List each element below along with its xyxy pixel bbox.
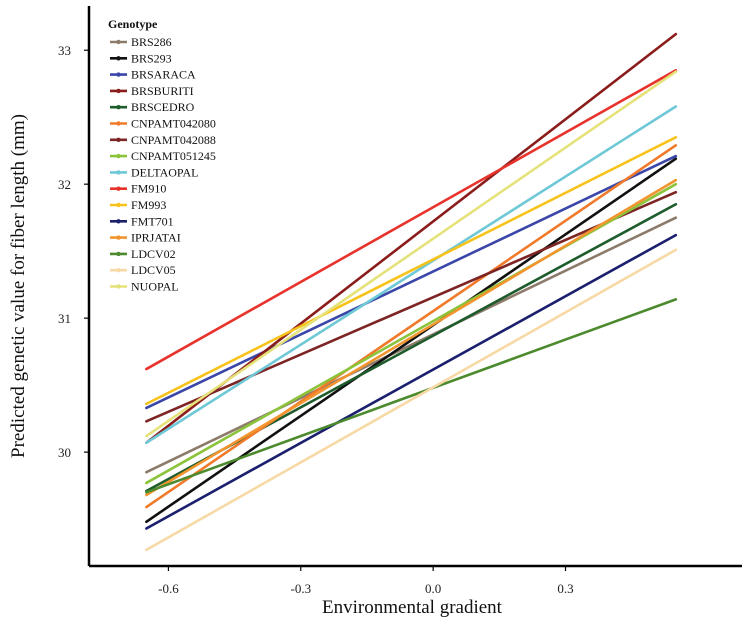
- legend-label: FMT701: [131, 214, 174, 228]
- series-line-brs293: [145, 157, 678, 524]
- legend-swatch-dot: [116, 56, 121, 61]
- legend-label: BRSBURITI: [131, 84, 194, 98]
- x-ticks: -0.6 -0.3 0.0 0.3: [158, 566, 574, 596]
- x-tick-label: 0.0: [425, 581, 441, 596]
- y-axis-title: Predicted genetic value for fiber length…: [8, 114, 29, 458]
- y-tick-label: 30: [58, 445, 71, 460]
- legend-label: BRS293: [131, 51, 172, 65]
- legend-label: LDCV02: [131, 247, 176, 261]
- series-line-iprjatai: [145, 178, 678, 497]
- legend-swatch-dot: [116, 105, 121, 110]
- x-tick-label: 0.3: [557, 581, 573, 596]
- series-line-nuopal: [145, 70, 678, 438]
- legend-swatch-dot: [116, 268, 121, 273]
- series-line-brs286: [145, 216, 678, 474]
- legend-swatch-dot: [116, 219, 121, 224]
- legend-label: CNPAMT042080: [131, 117, 216, 131]
- legend-swatch-dot: [116, 153, 121, 159]
- series-line-fmt701: [145, 233, 678, 530]
- y-tick-label: 32: [58, 177, 71, 192]
- legend-swatch-dot: [116, 186, 121, 191]
- legend-swatch-dot: [116, 235, 121, 240]
- legend-label: DELTAOPAL: [131, 165, 199, 179]
- series-line-fm910: [145, 69, 678, 371]
- series-line-cnpamt042088: [145, 190, 678, 423]
- y-ticks: 30 31 32 33: [58, 43, 89, 460]
- legend-label: FM993: [131, 198, 166, 212]
- x-axis-title: Environmental gradient: [322, 597, 503, 618]
- series-line-ldcv05: [145, 248, 678, 552]
- legend-label: NUOPAL: [131, 280, 179, 294]
- legend: Genotype BRS286 BRS293 BRSARACA BRSBURITI BR…: [108, 17, 216, 294]
- legend-swatch-dot: [116, 39, 121, 45]
- series-line-cnpamt042080: [145, 144, 678, 509]
- legend-swatch-dot: [116, 251, 121, 257]
- legend-label: IPRJATAI: [131, 231, 181, 245]
- x-tick-label: -0.6: [158, 581, 179, 596]
- x-tick-label: -0.3: [290, 581, 311, 596]
- legend-label: FM910: [131, 182, 166, 196]
- legend-label: BRSARACA: [131, 68, 196, 82]
- legend-label: BRS286: [131, 35, 172, 49]
- series-line-deltaopal: [145, 105, 678, 445]
- series-line-brsaraca: [145, 154, 678, 410]
- series-line-fm993: [145, 135, 678, 406]
- series-lines: [145, 32, 678, 552]
- legend-swatch-dot: [116, 170, 121, 175]
- legend-swatch-dot: [116, 284, 121, 289]
- legend-label: LDCV05: [131, 263, 176, 277]
- legend-label: CNPAMT051245: [131, 149, 216, 163]
- series-line-cnpamt051245: [145, 182, 678, 485]
- y-tick-label: 31: [58, 311, 71, 326]
- legend-title: Genotype: [108, 17, 158, 31]
- legend-swatch-dot: [116, 202, 121, 208]
- legend-swatch-dot: [116, 72, 121, 77]
- legend-swatch-dot: [116, 137, 121, 142]
- legend-label: BRSCEDRO: [131, 100, 195, 114]
- legend-swatch-dot: [116, 121, 121, 126]
- legend-label: CNPAMT042088: [131, 133, 216, 147]
- legend-swatch-dot: [116, 88, 121, 94]
- series-line-ldcv02: [145, 298, 678, 494]
- y-tick-label: 33: [58, 43, 71, 58]
